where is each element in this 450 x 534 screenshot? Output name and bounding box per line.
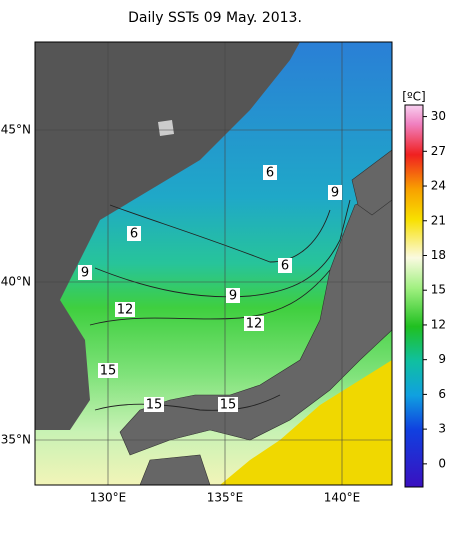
colorbar-tick-label: 27 [431, 144, 446, 158]
colorbar-tick-label: 15 [431, 283, 446, 297]
contour-label: 15 [146, 398, 163, 413]
contour-label: 6 [281, 259, 289, 274]
honshu [119, 189, 393, 456]
colorbar-tick-label: 12 [431, 317, 446, 331]
pacific-warm [220, 360, 392, 485]
lat-label: 35°N [1, 433, 31, 447]
colorbar-tick-label: 18 [431, 248, 446, 262]
colorbar-tick-label: 0 [438, 456, 446, 470]
contour-labels: 6 9 6 6 9 9 12 12 15 15 15 [78, 165, 342, 413]
colorbar-tick-label: 6 [438, 387, 446, 401]
colorbar-tick-label: 24 [431, 179, 446, 193]
lat-label: 40°N [1, 275, 31, 289]
contours [89, 199, 351, 411]
colorbar [404, 104, 424, 488]
contour-label: 9 [81, 266, 89, 281]
colorbar-tick-label: 9 [438, 352, 446, 366]
lake [158, 120, 174, 136]
colorbar-unit: [ºC] [402, 90, 425, 104]
map: 6 9 6 6 9 9 12 12 15 15 15 [34, 41, 393, 486]
colorbar-tick-label: 21 [431, 213, 446, 227]
contour-label: 9 [331, 186, 339, 201]
contour-label: 9 [229, 289, 237, 304]
contour-label: 6 [266, 166, 274, 181]
colorbar-tick-label: 3 [438, 422, 446, 436]
lat-label: 45°N [1, 123, 31, 137]
frame [34, 41, 393, 486]
contour-label: 12 [117, 303, 134, 318]
lon-label: 135°E [207, 491, 244, 505]
contour-label: 15 [100, 364, 117, 379]
colorbar-tick-label: 30 [431, 109, 446, 123]
contour-label: 6 [130, 227, 138, 242]
contour-label: 12 [246, 317, 263, 332]
graticule [35, 42, 392, 485]
title: Daily SSTs 09 May. 2013. [128, 10, 302, 26]
lon-label: 130°E [90, 491, 127, 505]
hokkaido [351, 149, 393, 216]
contour-label: 15 [220, 398, 237, 413]
lon-label: 140°E [324, 491, 361, 505]
